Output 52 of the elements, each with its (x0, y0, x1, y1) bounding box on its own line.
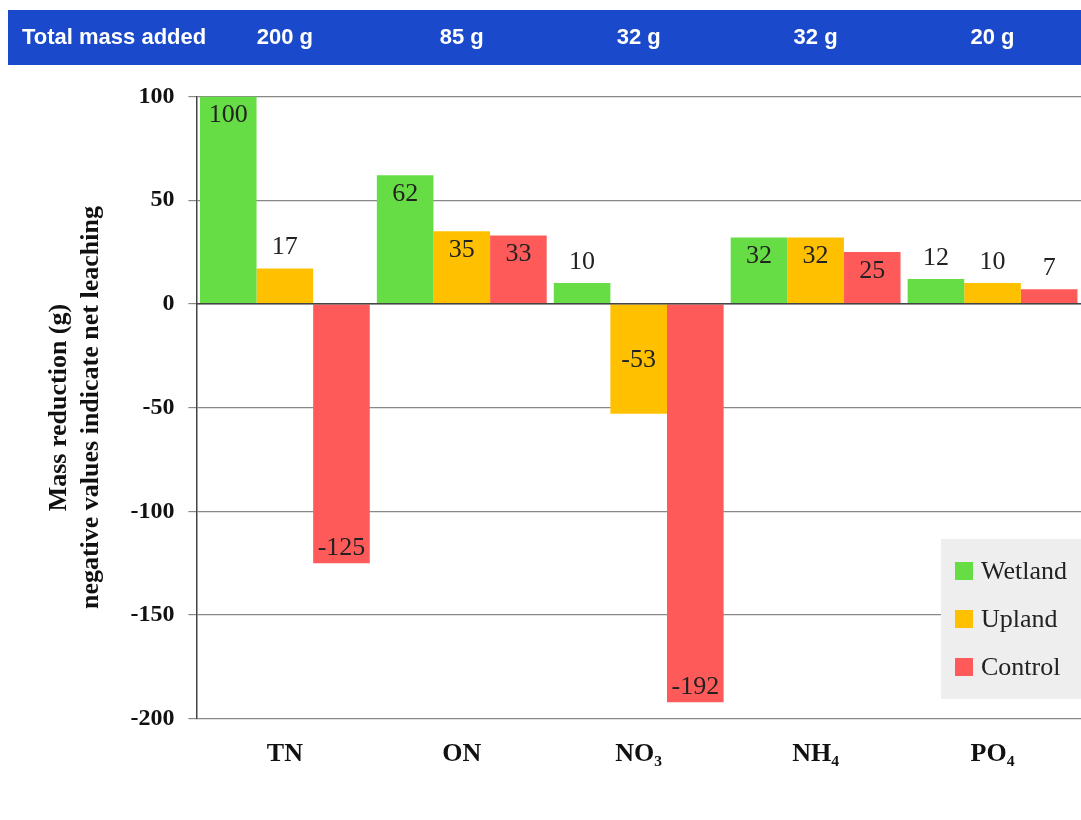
data-label: 62 (392, 178, 419, 208)
text: 85 g (438, 24, 485, 50)
bar (313, 304, 370, 564)
bar (433, 231, 491, 304)
y-tick-label: -150 (130, 600, 175, 627)
bar (907, 278, 965, 304)
x-tick-label: TN (266, 738, 304, 768)
data-label: -192 (671, 671, 720, 701)
text: Total mass added (22, 24, 207, 50)
y-tick-label: 50 (150, 185, 175, 212)
bar (553, 283, 611, 304)
x-tick-label: ON (442, 738, 482, 768)
bar (964, 283, 1021, 304)
bar (730, 237, 788, 304)
data-label: 7 (1042, 252, 1056, 282)
x-tick-label: NO₃ (615, 738, 663, 768)
legend-label: Upland (981, 603, 1058, 634)
data-label: 25 (859, 254, 886, 284)
text: 32 g (615, 24, 662, 50)
data-label: -53 (621, 343, 657, 373)
y-tick-label: -50 (142, 392, 175, 419)
legend-label: Wetland (981, 555, 1067, 586)
data-label: 100 (208, 99, 248, 129)
data-label: 35 (448, 234, 475, 264)
bar (787, 237, 844, 304)
y-tick-label: -100 (130, 496, 175, 523)
y-tick-label: -200 (130, 704, 175, 730)
data-label: 32 (746, 240, 772, 270)
bar (667, 304, 724, 703)
data-label: 33 (505, 238, 532, 268)
text: 32 g (792, 24, 839, 50)
data-label: 10 (979, 245, 1006, 275)
x-tick-label: PO₄ (970, 738, 1015, 768)
data-label: 12 (922, 241, 949, 271)
data-label: -125 (317, 532, 366, 562)
y-tick-label: 0 (162, 289, 175, 316)
bar (490, 235, 547, 304)
bar (843, 252, 901, 304)
text: 200 g (255, 24, 314, 50)
legend-label: Control (981, 651, 1061, 682)
bar (610, 304, 667, 414)
text: 20 g (969, 24, 1016, 50)
y-axis-title: Mass reduction (g) negative values indicate net leaching (43, 206, 104, 610)
bar (1020, 289, 1078, 304)
x-tick-label: NH₄ (792, 738, 840, 768)
y-tick-label: 100 (138, 81, 175, 108)
data-label: 32 (802, 240, 829, 270)
data-label: 17 (271, 231, 298, 261)
bar (199, 96, 257, 304)
bar (376, 175, 434, 304)
bar (256, 268, 314, 304)
data-label: 10 (569, 245, 596, 275)
